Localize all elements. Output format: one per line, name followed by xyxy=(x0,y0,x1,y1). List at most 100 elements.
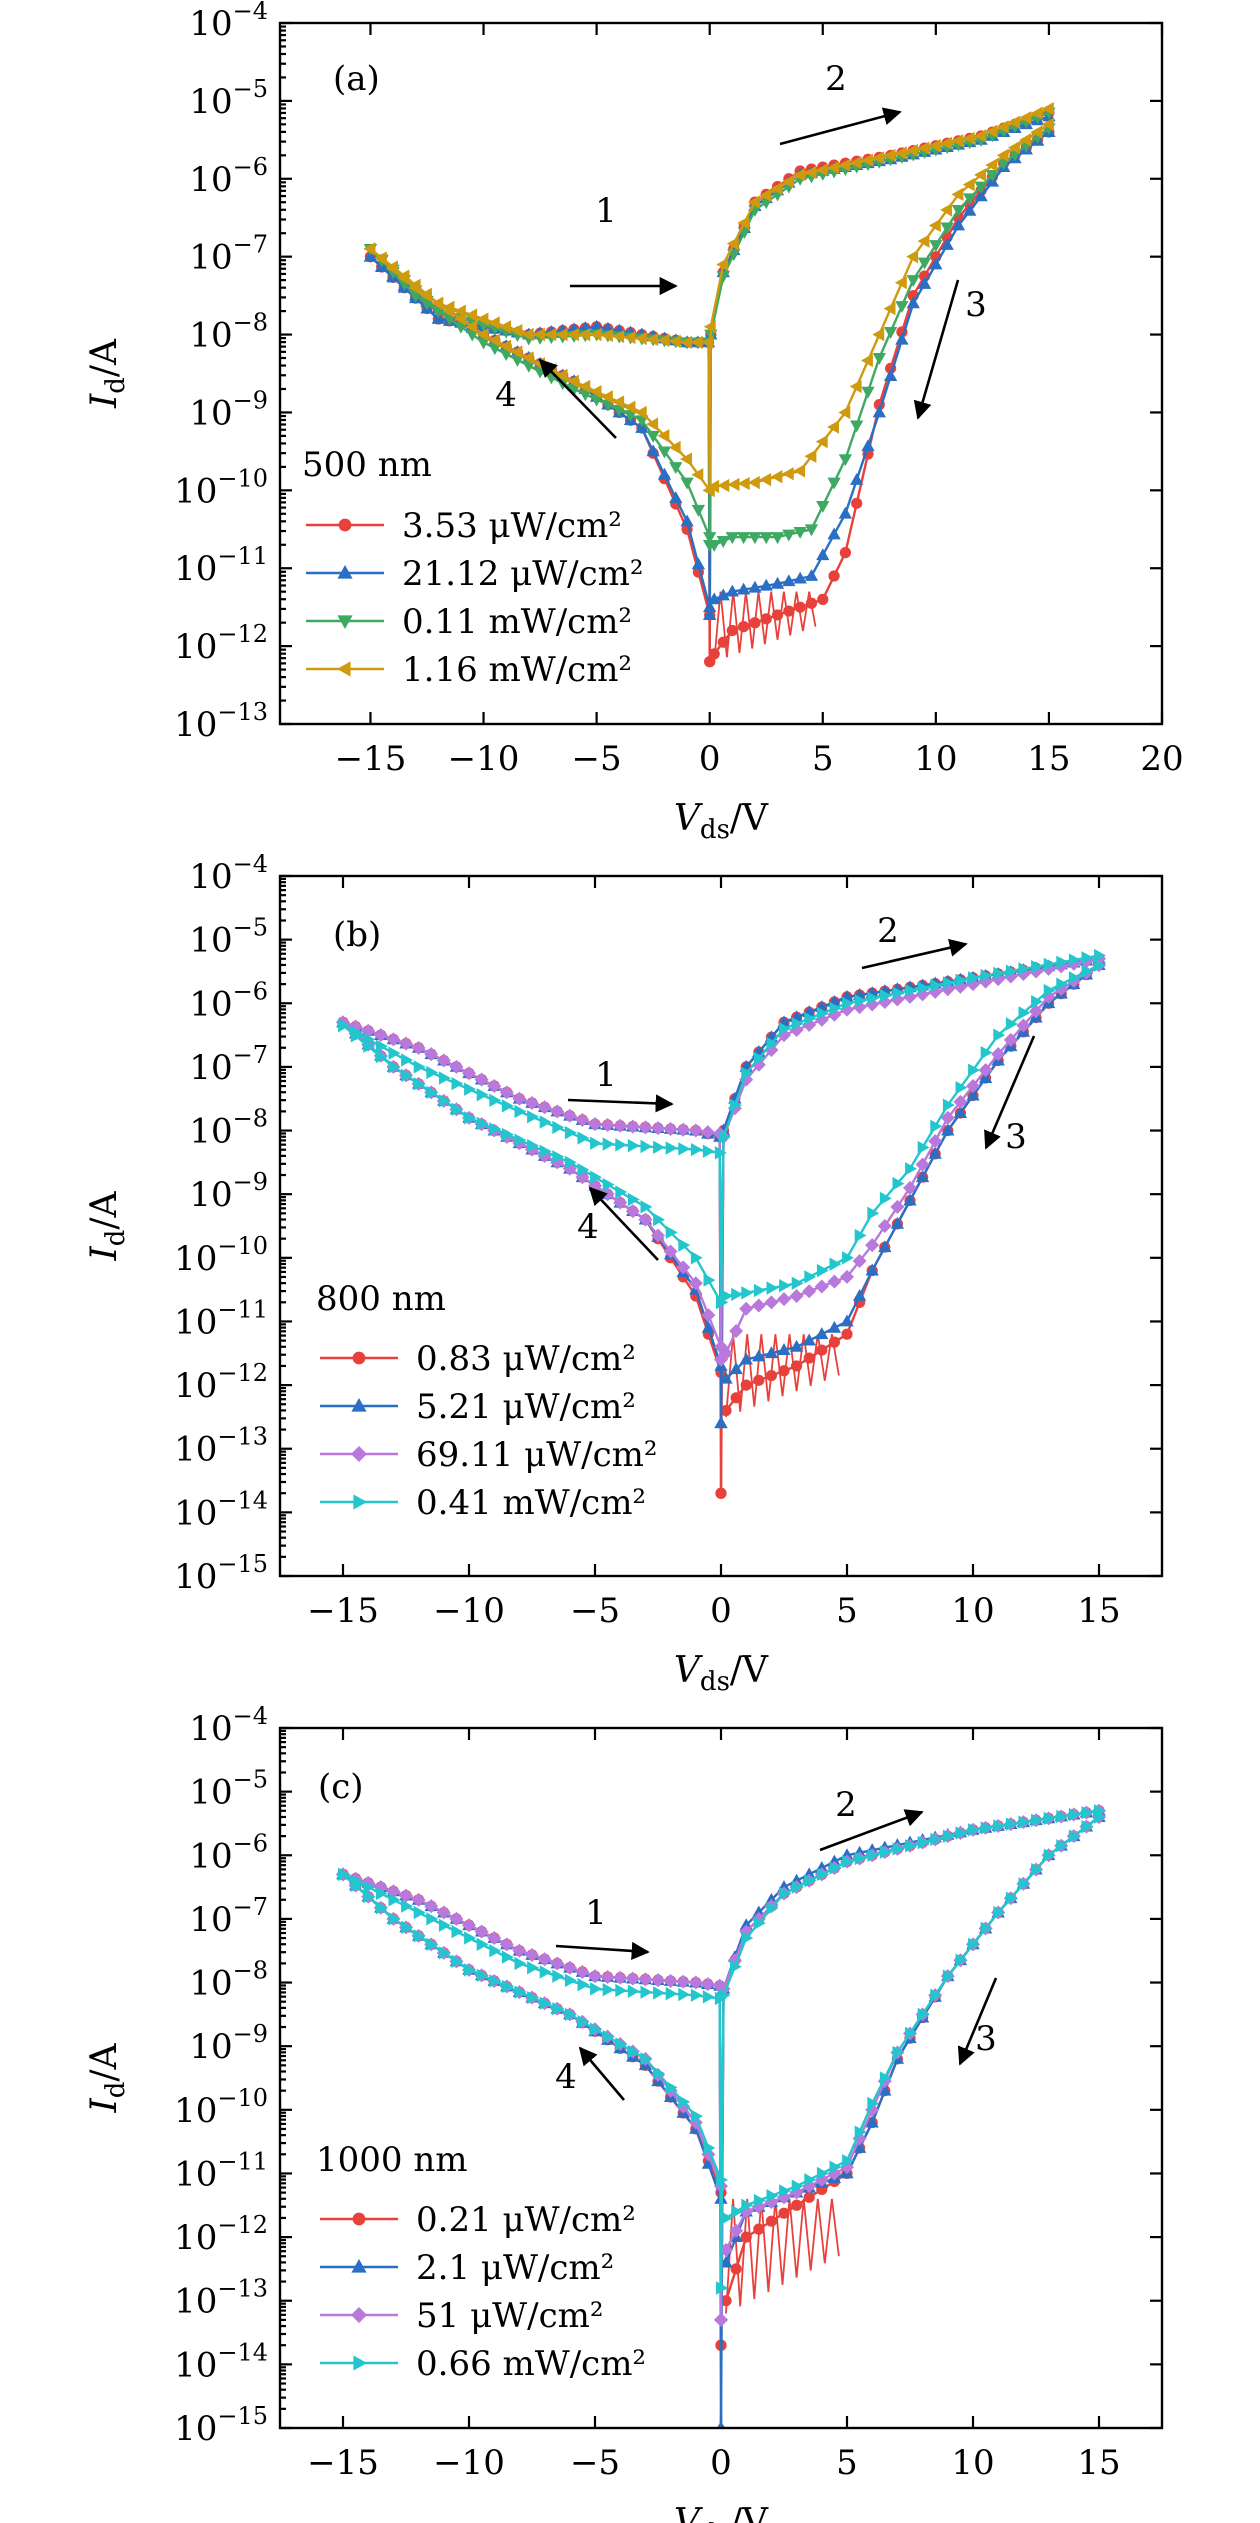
data-point xyxy=(522,360,536,373)
legend-title: 1000 nm xyxy=(316,2140,467,2180)
data-point xyxy=(804,165,817,180)
y-tick-label: 10−13 xyxy=(174,698,268,745)
data-point xyxy=(739,1352,753,1365)
y-axis-label: Id/A xyxy=(84,338,131,409)
x-tick-label: 5 xyxy=(836,2443,858,2483)
series-3 xyxy=(338,948,1106,1310)
y-tick-label: 10−5 xyxy=(189,1766,268,1813)
y-tick-label: 10−14 xyxy=(174,2338,268,2385)
data-point xyxy=(940,237,954,250)
data-point xyxy=(638,1212,653,1227)
data-point xyxy=(399,1036,413,1051)
sweep-arrow-4 xyxy=(588,1186,659,1261)
data-point xyxy=(917,141,930,155)
data-point xyxy=(514,1133,527,1147)
data-point xyxy=(487,1931,502,1945)
data-point xyxy=(442,314,457,326)
data-point xyxy=(577,1163,590,1177)
data-point xyxy=(690,2109,703,2123)
data-point xyxy=(955,1080,968,1095)
data-point xyxy=(737,216,750,230)
data-point xyxy=(453,312,466,326)
data-point xyxy=(451,1102,464,1116)
data-point xyxy=(703,532,717,545)
data-point xyxy=(966,1079,980,1093)
data-point xyxy=(879,1845,892,1859)
legend: 500 nm 3.53 μW/cm² 21.12 μW/cm² 0.11 mW/cm²… xyxy=(302,445,644,690)
data-point xyxy=(892,2045,905,2060)
data-point xyxy=(727,477,740,492)
data-point xyxy=(525,1947,539,1962)
data-point xyxy=(527,1139,539,1153)
y-tick-label: 10−6 xyxy=(189,153,268,200)
data-point xyxy=(663,1121,678,1136)
plot-frame xyxy=(278,21,1164,726)
data-point xyxy=(915,1157,930,1172)
data-point xyxy=(1094,1810,1106,1824)
y-tick-label: 10−13 xyxy=(174,1423,268,1470)
data-point xyxy=(600,390,613,404)
data-point xyxy=(770,181,783,196)
data-point xyxy=(717,478,730,493)
data-point xyxy=(770,470,783,484)
data-point xyxy=(577,2015,590,2029)
data-point xyxy=(615,1185,628,1199)
data-point xyxy=(1019,133,1032,147)
data-point xyxy=(602,1137,615,1151)
data-point xyxy=(716,271,730,284)
data-point xyxy=(438,1918,451,1932)
data-point xyxy=(865,1263,879,1276)
data-point xyxy=(539,1115,552,1129)
legend-entry: 0.11 mW/cm² xyxy=(402,602,632,642)
data-point xyxy=(1005,1017,1018,1031)
data-point xyxy=(539,1144,552,1158)
data-point xyxy=(993,966,1006,981)
data-point xyxy=(974,168,986,182)
legend-marker xyxy=(337,615,353,629)
data-point xyxy=(690,335,703,349)
data-point xyxy=(955,973,968,988)
data-point xyxy=(955,1826,968,1840)
data-point xyxy=(741,1286,754,1300)
data-point xyxy=(716,2281,728,2295)
y-tick-label: 10−7 xyxy=(189,231,268,278)
data-point xyxy=(861,353,873,368)
data-point xyxy=(789,1339,804,1352)
data-point xyxy=(700,1125,715,1140)
data-point xyxy=(615,1983,628,1998)
x-axis-label: Vds/V xyxy=(674,798,769,845)
x-tick-label: 5 xyxy=(812,739,834,779)
y-tick-label: 10−7 xyxy=(189,1893,268,1940)
data-point xyxy=(852,2141,867,2153)
data-point xyxy=(703,607,717,620)
legend-entry: 2.1 μW/cm² xyxy=(416,2248,614,2288)
data-point xyxy=(953,1106,968,1118)
data-point xyxy=(802,1333,816,1346)
series-line-sweep-3 xyxy=(725,1816,1100,2220)
data-point xyxy=(613,1195,628,1210)
data-point xyxy=(753,1916,766,1930)
data-point xyxy=(653,2066,665,2080)
data-point xyxy=(426,1065,439,1080)
data-point xyxy=(838,454,853,467)
data-point xyxy=(759,578,773,591)
data-point xyxy=(827,160,839,175)
sweep-arrow-3 xyxy=(913,279,960,420)
data-point xyxy=(401,1920,413,1935)
data-point xyxy=(691,504,706,517)
data-point xyxy=(1068,1829,1081,1843)
y-tick-label: 10−4 xyxy=(189,850,268,897)
data-point xyxy=(815,435,828,449)
data-point xyxy=(635,415,649,428)
data-point xyxy=(879,988,892,1003)
data-point xyxy=(550,1956,565,1971)
data-point xyxy=(861,153,873,167)
data-point xyxy=(550,1104,565,1119)
x-tick-label: 10 xyxy=(951,2443,994,2483)
data-point xyxy=(804,524,819,537)
x-tick-label: −5 xyxy=(572,739,622,779)
y-tick-label: 10−6 xyxy=(189,1829,268,1876)
data-point xyxy=(867,2096,880,2111)
plot-area xyxy=(336,1803,1106,2428)
series-line-sweep-2 xyxy=(719,957,1100,1494)
